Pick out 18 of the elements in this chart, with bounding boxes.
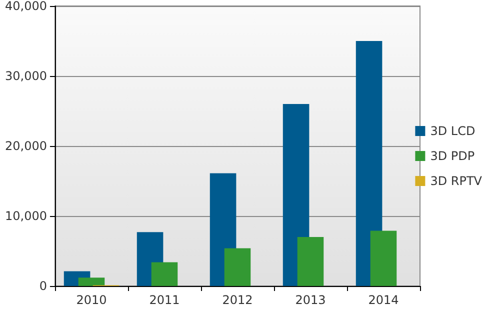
y-tick-label: 30,000 bbox=[5, 69, 47, 83]
x-tick-label: 2012 bbox=[222, 293, 253, 307]
x-tick-label: 2010 bbox=[76, 293, 107, 307]
y-tick-label: 20,000 bbox=[5, 139, 47, 153]
y-tick-label: 10,000 bbox=[5, 209, 47, 223]
bar bbox=[297, 237, 324, 286]
y-tick-label: 0 bbox=[39, 279, 47, 293]
legend-label: 3D LCD bbox=[430, 124, 476, 138]
legend-label: 3D PDP bbox=[430, 149, 475, 163]
x-tick-label: 2014 bbox=[368, 293, 399, 307]
x-tick-label: 2011 bbox=[149, 293, 180, 307]
legend-label: 3D RPTV bbox=[430, 174, 483, 188]
bar bbox=[78, 278, 105, 286]
y-tick-label: 40,000 bbox=[5, 0, 47, 13]
bar bbox=[224, 248, 251, 286]
bar bbox=[370, 230, 397, 286]
x-tick-label: 2013 bbox=[295, 293, 326, 307]
bar bbox=[151, 262, 178, 286]
